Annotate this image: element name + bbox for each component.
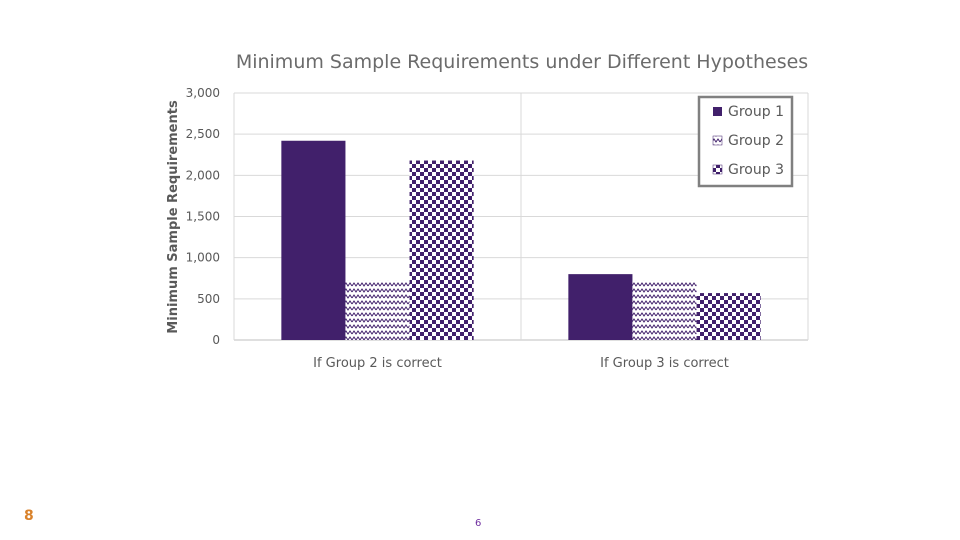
legend-swatch bbox=[712, 135, 723, 146]
y-tick-label: 1,000 bbox=[186, 251, 220, 265]
axis-labels: 0 500 1,000 1,500 2,000 2,500 3,000 If Group 2 … bbox=[186, 86, 729, 371]
bar bbox=[409, 160, 474, 340]
bar bbox=[281, 140, 346, 340]
x-category-label: If Group 3 is correct bbox=[600, 356, 729, 371]
y-tick-label: 500 bbox=[197, 292, 220, 306]
legend-label: Group 3 bbox=[728, 162, 784, 178]
bar bbox=[632, 280, 697, 340]
bar bbox=[568, 274, 633, 340]
legend-label: Group 1 bbox=[728, 104, 784, 120]
y-tick-label: 2,000 bbox=[186, 168, 220, 182]
chart-title: Minimum Sample Requirements under Differ… bbox=[236, 51, 808, 73]
y-tick-label: 0 bbox=[212, 333, 220, 347]
y-axis-title: Minimum Sample Requirements bbox=[166, 100, 181, 334]
legend-label: Group 2 bbox=[728, 133, 784, 149]
bar bbox=[696, 293, 761, 340]
legend-swatch bbox=[712, 164, 723, 175]
y-tick-label: 3,000 bbox=[186, 86, 220, 100]
bars bbox=[281, 140, 761, 340]
y-tick-label: 1,500 bbox=[186, 210, 220, 224]
y-tick-label: 2,500 bbox=[186, 127, 220, 141]
bar bbox=[345, 280, 410, 340]
legend: Group 1 Group 2 Group 3 bbox=[697, 95, 794, 188]
section-number: 8 bbox=[24, 508, 34, 524]
legend-swatch bbox=[713, 107, 722, 116]
page-number: 6 bbox=[475, 518, 482, 529]
x-category-label: If Group 2 is correct bbox=[313, 356, 442, 371]
